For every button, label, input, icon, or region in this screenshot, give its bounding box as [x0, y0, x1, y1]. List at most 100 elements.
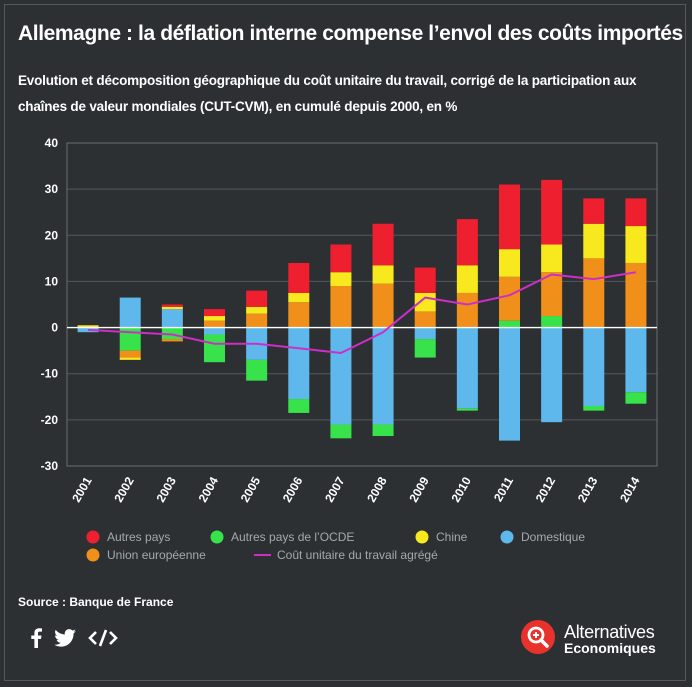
- chart-title: Allemagne : la déflation interne compens…: [18, 22, 683, 45]
- plot-frame: [66, 142, 658, 467]
- y-tick-label: -20: [41, 413, 59, 427]
- x-tick-label: 2003: [153, 474, 179, 504]
- social-share-bar: [30, 628, 118, 653]
- bar-segment: [372, 265, 394, 284]
- bar-segment: [583, 406, 605, 411]
- legend-label: Coût unitaire du travail agrégé: [277, 548, 438, 562]
- y-tick-label: 40: [45, 136, 59, 150]
- bar-segment: [288, 302, 310, 328]
- source-note: Source : Banque de France: [18, 595, 174, 609]
- legend-marker: [86, 530, 100, 544]
- bar-segment: [204, 309, 225, 317]
- legend-label: Domestique: [521, 530, 585, 544]
- bar-segment: [246, 290, 268, 307]
- bar-segment: [625, 226, 647, 263]
- x-tick-label: 2006: [280, 474, 306, 504]
- bar-segment: [372, 223, 394, 266]
- bar-segment: [583, 198, 605, 224]
- x-tick-label: 2005: [238, 474, 264, 504]
- bar-segment: [625, 198, 647, 227]
- bar-segment: [161, 304, 183, 307]
- bar-segment: [161, 327, 183, 340]
- x-tick-label: 2007: [322, 474, 348, 504]
- bar-segment: [541, 327, 563, 423]
- x-tick-label: 2013: [575, 474, 601, 504]
- x-tick-label: 2010: [448, 474, 474, 504]
- bar-segment: [541, 272, 563, 317]
- y-tick-label: -10: [41, 367, 59, 381]
- bar-segment: [204, 316, 225, 321]
- legend-marker: [210, 530, 224, 544]
- legend-label: Chine: [436, 530, 468, 544]
- x-tick-label: 2008: [364, 474, 390, 504]
- bar-segment: [414, 292, 436, 312]
- legend-label: Autres pays: [107, 530, 170, 544]
- bar-segment: [330, 327, 352, 425]
- bar-segment: [414, 327, 436, 340]
- x-tick-label: 2012: [533, 474, 559, 504]
- bar-segment: [372, 283, 394, 328]
- bar-segment: [119, 350, 141, 358]
- bar-segment: [330, 272, 352, 287]
- chart-frame: [4, 4, 686, 681]
- bar-segment: [119, 297, 141, 328]
- x-tick-label: 2009: [406, 474, 432, 504]
- bar-segment: [625, 262, 647, 328]
- bar-segment: [288, 399, 310, 413]
- bar-segment: [583, 258, 605, 328]
- twitter-icon[interactable]: [54, 629, 76, 652]
- y-tick-label: 0: [51, 321, 58, 335]
- bar-segment: [246, 359, 268, 381]
- y-tick-label: 20: [45, 228, 59, 242]
- chart-subtitle: Evolution et décomposition géographique …: [18, 73, 637, 114]
- brand-name-line2: Economiques: [564, 640, 656, 656]
- embed-code-icon[interactable]: [88, 629, 118, 652]
- bar-segment: [77, 327, 99, 333]
- bar-segment: [330, 424, 352, 439]
- y-tick-label: 10: [45, 274, 59, 288]
- bar-segment: [541, 316, 563, 328]
- x-tick-label: 2014: [617, 474, 643, 504]
- bar-segment: [119, 357, 141, 360]
- legend-marker: [500, 530, 514, 544]
- bar-segment: [246, 306, 268, 314]
- brand-name-line1: Alternatives: [564, 622, 655, 642]
- bar-segment: [456, 219, 478, 266]
- bar-segment: [499, 320, 520, 328]
- bar-segment: [456, 327, 478, 409]
- brand-logo[interactable]: Alternatives Economiques: [520, 619, 656, 660]
- x-tick-label: 2001: [69, 474, 95, 504]
- bar-segment: [541, 179, 563, 245]
- legend-marker: [86, 548, 100, 562]
- legend-marker: [415, 530, 429, 544]
- legend-label: Autres pays de l’OCDE: [231, 530, 354, 544]
- bar-segment: [499, 184, 520, 250]
- x-tick-label: 2004: [196, 474, 222, 504]
- bar-segment: [414, 311, 436, 328]
- bar-segment: [541, 244, 563, 273]
- bar-segment: [499, 249, 520, 277]
- bar-segment: [288, 292, 310, 303]
- bar-segment: [499, 276, 520, 321]
- brand-logo-icon: [520, 619, 556, 660]
- bar-segment: [204, 320, 225, 328]
- bar-segment: [246, 313, 268, 328]
- bar-segment: [456, 292, 478, 328]
- facebook-icon[interactable]: [30, 628, 42, 653]
- bar-segment: [583, 223, 605, 259]
- bar-segment: [583, 327, 605, 407]
- bar-segment: [456, 265, 478, 293]
- line-series-aggregate: [88, 271, 637, 355]
- bar-segment: [204, 327, 225, 335]
- bar-segment: [288, 262, 310, 293]
- bar-segment: [499, 327, 520, 441]
- bar-segment: [288, 327, 310, 400]
- bar-segment: [161, 339, 183, 342]
- bar-segment: [372, 424, 394, 437]
- bar-segment: [77, 325, 99, 328]
- bar-segment: [625, 392, 647, 404]
- x-tick-label: 2002: [111, 474, 137, 504]
- y-tick-label: 30: [45, 182, 59, 196]
- bar-segment: [456, 408, 478, 411]
